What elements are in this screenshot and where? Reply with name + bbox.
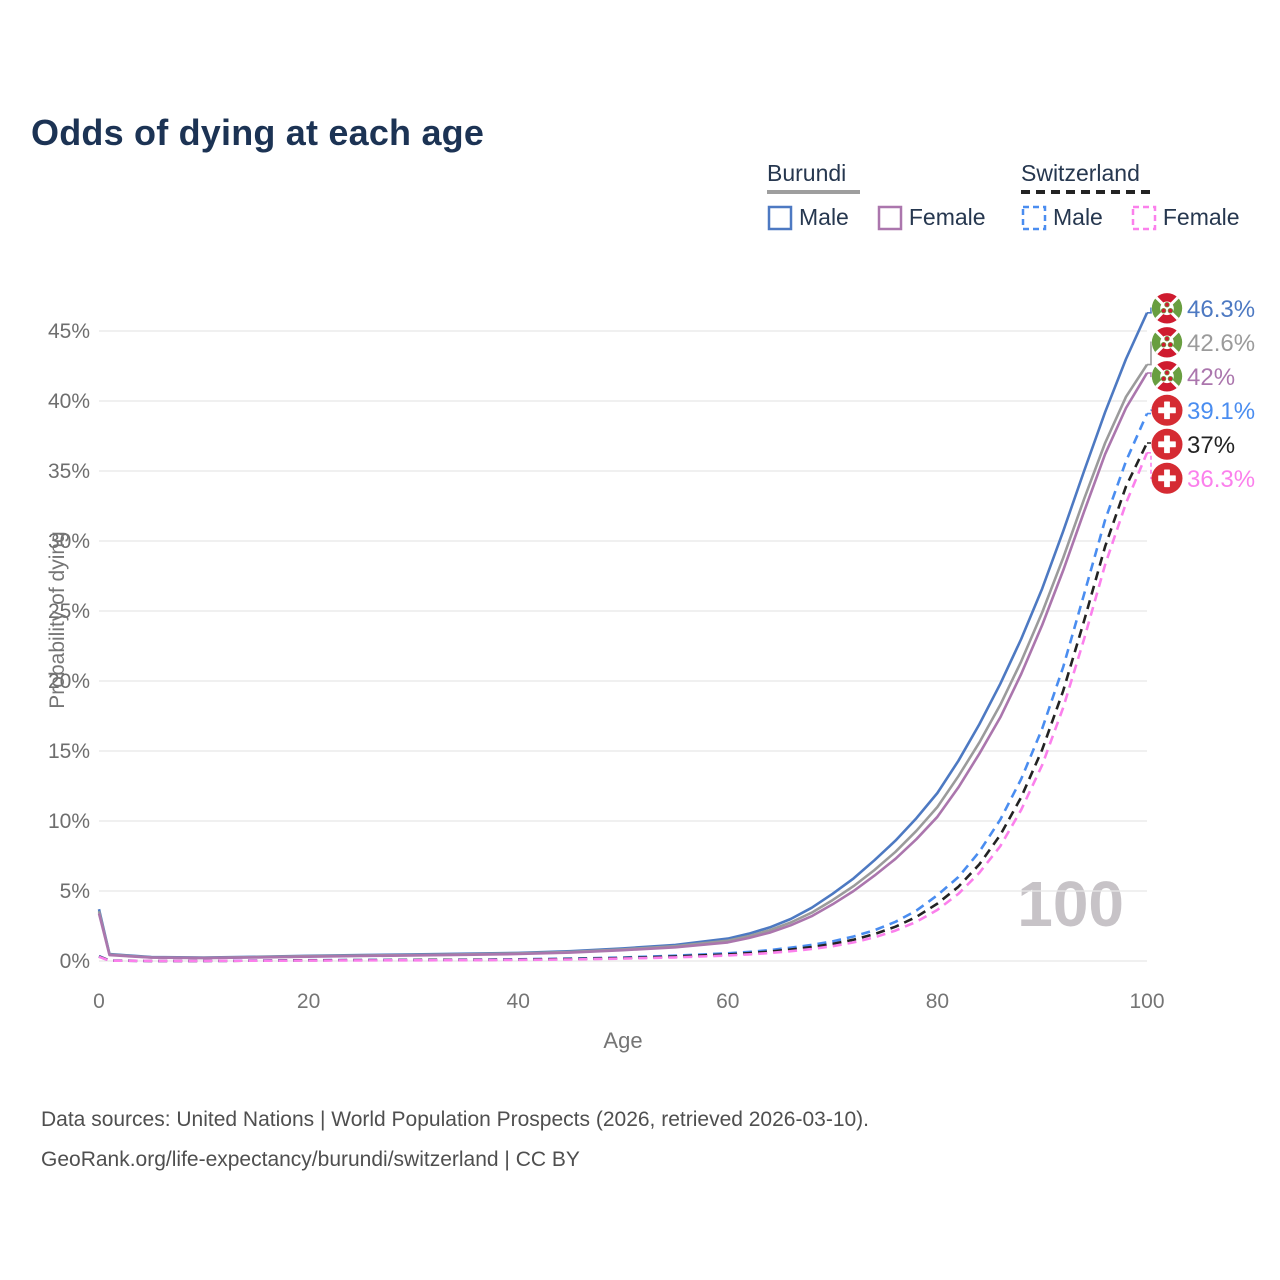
y-tick-label-20: 20%: [48, 670, 90, 693]
y-tick-label-40: 40%: [48, 390, 90, 413]
legend-label-switzerland-male: Male: [1053, 204, 1103, 230]
swiss-flag-icon: [1151, 394, 1183, 426]
legend-swatch-switzerland-male-icon: [1021, 205, 1047, 230]
x-axis-title: Age: [603, 1028, 643, 1053]
burundi-flag-icon: [1151, 292, 1183, 324]
x-tick-label-20: 20: [297, 990, 320, 1013]
end-label-value-burundi-male: 46.3%: [1187, 296, 1255, 323]
page-title: Odds of dying at each age: [31, 112, 485, 154]
series-line-switzerland-both-sexes[interactable]: [98, 442, 1149, 963]
legend-item-switzerland-female[interactable]: Female: [1131, 204, 1240, 231]
y-tick-label-30: 30%: [48, 530, 90, 553]
legend-label-burundi-male: Male: [799, 204, 849, 230]
series-line-burundi-female[interactable]: [97, 372, 1149, 960]
y-tick-label-5: 5%: [60, 880, 90, 903]
burundi-flag-icon: [1151, 326, 1183, 358]
y-tick-label-15: 15%: [48, 740, 90, 763]
legend-group-switzerland: Switzerland Male Female: [1021, 160, 1240, 231]
legend-swatch-switzerland-female-icon: [1131, 205, 1157, 230]
y-tick-label-10: 10%: [48, 810, 90, 833]
burundi-flag-icon: [1151, 360, 1183, 392]
data-source-line-2: GeoRank.org/life-expectancy/burundi/swit…: [41, 1148, 580, 1171]
legend-item-switzerland-male[interactable]: Male: [1021, 204, 1103, 231]
end-label-value-switzerland-both-sexes: 37%: [1187, 432, 1235, 459]
x-tick-label-0: 0: [93, 990, 105, 1013]
legend-item-burundi-female[interactable]: Female: [877, 204, 986, 231]
legend-group-burundi: Burundi Male Female: [767, 160, 986, 231]
swiss-flag-icon: [1151, 462, 1183, 494]
legend-item-burundi-male[interactable]: Male: [767, 204, 849, 231]
end-label-value-burundi-both-sexes: 42.6%: [1187, 330, 1255, 357]
legend-swatch-burundi-female-icon: [877, 205, 903, 230]
y-axis-title: Probability of dying: [46, 531, 69, 709]
x-tick-label-100: 100: [1129, 990, 1164, 1013]
x-tick-label-60: 60: [716, 990, 739, 1013]
x-tick-label-80: 80: [926, 990, 949, 1013]
end-label-value-switzerland-female: 36.3%: [1187, 466, 1255, 493]
legend-label-switzerland-female: Female: [1162, 204, 1240, 230]
x-tick-label-40: 40: [507, 990, 530, 1013]
legend-label-burundi-female: Female: [908, 204, 986, 230]
y-tick-label-45: 45%: [48, 320, 90, 343]
age-cursor-watermark: 100: [1017, 868, 1124, 940]
series-line-burundi-both-sexes[interactable]: [97, 363, 1149, 960]
legend-burundi-title: Burundi: [767, 160, 847, 186]
end-label-value-burundi-female: 42%: [1187, 364, 1235, 391]
y-tick-label-25: 25%: [48, 600, 90, 623]
end-label-value-switzerland-male: 39.1%: [1187, 398, 1255, 425]
legend-burundi-underline: [767, 190, 860, 194]
legend-switzerland-underline: [1021, 190, 1156, 194]
series-line-switzerland-male[interactable]: [98, 413, 1149, 963]
legend-swatch-burundi-male-icon: [767, 205, 793, 230]
y-tick-label-0: 0%: [60, 950, 90, 973]
y-tick-label-35: 35%: [48, 460, 90, 483]
data-source-line-1: Data sources: United Nations | World Pop…: [41, 1108, 870, 1131]
legend-switzerland-title: Switzerland: [1021, 160, 1140, 186]
swiss-flag-icon: [1151, 428, 1183, 460]
